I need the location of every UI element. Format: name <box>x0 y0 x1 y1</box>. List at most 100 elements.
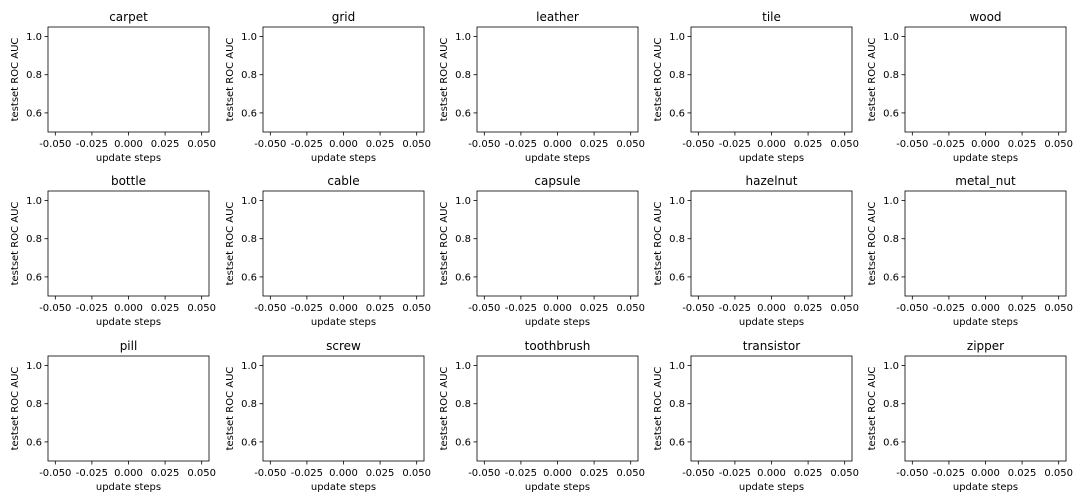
y-tick-label: 1.0 <box>883 32 899 43</box>
x-axis-label: update steps <box>525 317 590 328</box>
y-tick-label: 1.0 <box>241 361 257 372</box>
x-tick-label: 0.025 <box>580 468 609 479</box>
x-tick-label: 0.000 <box>971 303 1000 314</box>
x-tick-label: -0.050 <box>468 303 500 314</box>
y-tick-label: 1.0 <box>241 196 257 207</box>
x-tick-label: -0.050 <box>254 303 286 314</box>
axes-frame <box>476 190 639 297</box>
x-axis-label: update steps <box>311 317 376 328</box>
y-tick-label: 0.8 <box>883 70 899 81</box>
y-axis-label: testset ROC AUC <box>10 367 21 451</box>
y-tick-label: 0.8 <box>883 234 899 245</box>
y-tick-label: 0.6 <box>455 108 471 119</box>
x-axis-label: update steps <box>739 317 804 328</box>
subplot-tile: tile -0.050 -0.025 0.000 0.025 0.050 0.6 0.8 1.0… <box>653 10 859 164</box>
y-tick-label: 1.0 <box>455 32 471 43</box>
x-tick-label: -0.025 <box>933 139 965 150</box>
y-tick-label: 0.6 <box>455 437 471 448</box>
axes-frame <box>47 190 210 297</box>
y-axis-label: testset ROC AUC <box>10 38 21 122</box>
x-tick-label: 0.050 <box>1044 139 1073 150</box>
x-axis-label: update steps <box>311 482 376 493</box>
x-tick-label: 0.000 <box>114 468 143 479</box>
x-axis-label: update steps <box>96 153 161 164</box>
y-tick-label: 1.0 <box>669 196 685 207</box>
y-tick-label: 0.8 <box>669 399 685 410</box>
y-axis-label: testset ROC AUC <box>439 202 450 286</box>
y-axis-label: testset ROC AUC <box>225 202 236 286</box>
x-tick-label: 0.025 <box>366 139 395 150</box>
subplot-carpet: carpet -0.050 -0.025 0.000 0.025 0.050 0.6 0.8 1… <box>10 10 216 164</box>
subplot-title: tile <box>762 10 781 24</box>
x-tick-label: 0.050 <box>187 303 216 314</box>
x-tick-label: 0.025 <box>1008 139 1037 150</box>
x-tick-label: 0.000 <box>543 303 572 314</box>
x-tick-label: 0.000 <box>757 468 786 479</box>
y-tick-label: 0.8 <box>669 70 685 81</box>
x-tick-label: 0.050 <box>830 303 859 314</box>
subplot-grid: grid -0.050 -0.025 0.000 0.025 0.050 0.6 0.8 1.0… <box>225 10 431 164</box>
y-tick-label: 0.6 <box>669 108 685 119</box>
y-tick-label: 1.0 <box>26 196 42 207</box>
y-axis-label: testset ROC AUC <box>225 367 236 451</box>
x-tick-label: -0.050 <box>896 139 928 150</box>
x-tick-label: -0.025 <box>291 468 323 479</box>
x-tick-label: 0.050 <box>402 468 431 479</box>
x-tick-label: -0.050 <box>39 139 71 150</box>
y-tick-label: 0.8 <box>241 70 257 81</box>
x-tick-label: 0.050 <box>616 468 645 479</box>
x-tick-label: -0.050 <box>254 139 286 150</box>
x-tick-label: -0.025 <box>933 303 965 314</box>
y-tick-label: 1.0 <box>241 32 257 43</box>
x-tick-label: -0.050 <box>682 139 714 150</box>
subplot-title: zipper <box>967 339 1004 353</box>
y-axis-label: testset ROC AUC <box>867 202 878 286</box>
x-tick-label: 0.025 <box>151 303 180 314</box>
x-axis-label: update steps <box>739 153 804 164</box>
x-axis-label: update steps <box>953 153 1018 164</box>
x-tick-label: 0.050 <box>830 139 859 150</box>
subplot-title: cable <box>327 174 359 188</box>
subplot-capsule: capsule -0.050 -0.025 0.000 0.025 0.050 0.6 0.8… <box>439 174 645 328</box>
y-axis-label: testset ROC AUC <box>439 38 450 122</box>
y-tick-label: 0.6 <box>883 437 899 448</box>
x-tick-label: -0.025 <box>505 468 537 479</box>
y-tick-label: 0.6 <box>26 108 42 119</box>
subplot-wood: wood -0.050 -0.025 0.000 0.025 0.050 0.6 0.8 1.0… <box>867 10 1073 164</box>
x-axis-label: update steps <box>739 482 804 493</box>
y-tick-label: 0.8 <box>883 399 899 410</box>
x-tick-label: 0.000 <box>971 139 1000 150</box>
y-tick-label: 0.6 <box>883 272 899 283</box>
x-tick-label: 0.050 <box>402 303 431 314</box>
subplot-title: carpet <box>109 10 148 24</box>
y-axis-label: testset ROC AUC <box>10 202 21 286</box>
subplot-title: toothbrush <box>525 339 591 353</box>
subplot-hazelnut: hazelnut -0.050 -0.025 0.000 0.025 0.050 0.6 0.… <box>653 174 859 328</box>
x-tick-label: -0.050 <box>468 468 500 479</box>
axes-frame <box>262 190 425 297</box>
y-tick-label: 0.8 <box>26 234 42 245</box>
x-tick-label: -0.050 <box>682 303 714 314</box>
subplot-title: pill <box>120 339 138 353</box>
x-tick-label: 0.025 <box>151 468 180 479</box>
axes-frame <box>904 26 1067 133</box>
x-tick-label: -0.025 <box>505 303 537 314</box>
x-tick-label: 0.025 <box>151 139 180 150</box>
x-axis-label: update steps <box>953 482 1018 493</box>
x-tick-label: 0.050 <box>1044 303 1073 314</box>
subplot-title: hazelnut <box>746 174 798 188</box>
x-tick-label: 0.050 <box>616 139 645 150</box>
x-tick-label: -0.025 <box>933 468 965 479</box>
x-tick-label: 0.025 <box>366 468 395 479</box>
subplot-title: screw <box>326 339 361 353</box>
x-tick-label: 0.025 <box>580 303 609 314</box>
y-tick-label: 1.0 <box>26 32 42 43</box>
x-axis-label: update steps <box>525 482 590 493</box>
x-tick-label: 0.000 <box>543 139 572 150</box>
y-axis-label: testset ROC AUC <box>653 367 664 451</box>
x-axis-label: update steps <box>525 153 590 164</box>
x-tick-label: -0.050 <box>896 468 928 479</box>
y-axis-label: testset ROC AUC <box>225 38 236 122</box>
subplot-title: bottle <box>111 174 146 188</box>
x-tick-label: 0.000 <box>971 468 1000 479</box>
